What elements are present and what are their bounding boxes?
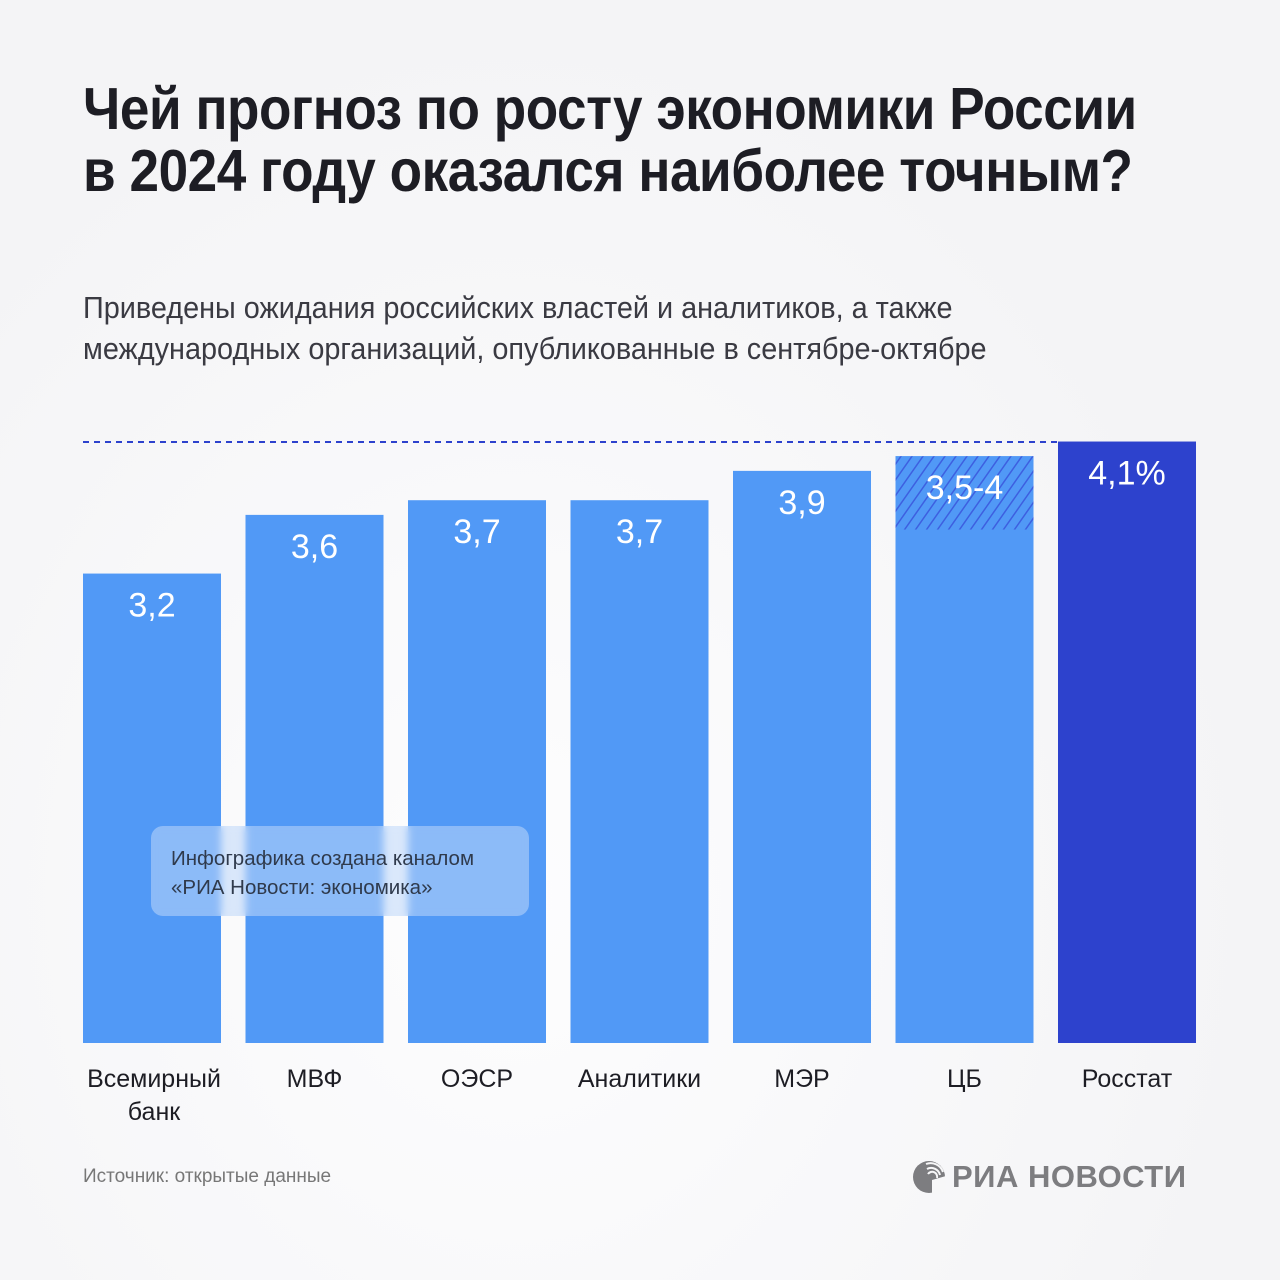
- ria-logo: РИА НОВОСТИ: [912, 1158, 1187, 1196]
- category-label: МВФ: [287, 1065, 343, 1093]
- subtitle: Приведены ожидания российских властей и …: [83, 287, 1246, 369]
- bar-value-label: 3,2: [128, 587, 175, 625]
- note-line: Инфографика создана каналом: [171, 847, 475, 870]
- bar: [733, 470, 871, 1043]
- bar-value-label: 3,9: [778, 484, 825, 522]
- bar: [1058, 441, 1196, 1043]
- bar: [408, 500, 546, 1044]
- bar: [895, 456, 1034, 1043]
- category-label: МЭР: [774, 1065, 829, 1093]
- category-label: Аналитики: [578, 1065, 701, 1093]
- category-label: ОЭСР: [441, 1065, 513, 1093]
- bar: [245, 514, 384, 1043]
- source-text: Источник: открытые данные: [83, 1166, 332, 1187]
- category-label: Росстат: [1082, 1065, 1173, 1093]
- bar-value-label: 3,6: [291, 528, 338, 566]
- bar-value-label: 3,5-4: [926, 469, 1004, 507]
- bar-range-hatch: [895, 456, 1034, 530]
- bar: [570, 500, 709, 1044]
- subtitle-line: международных организаций, опубликованны…: [83, 331, 987, 366]
- category-label: банк: [128, 1098, 181, 1126]
- note-line: «РИА Новости: экономика»: [171, 876, 433, 899]
- bar-value-label: 3,7: [453, 513, 500, 551]
- subtitle-line: Приведены ожидания российских властей и …: [83, 290, 953, 325]
- channel-note: Инфографика создана каналом «РИА Новости…: [151, 826, 529, 916]
- bar: [83, 573, 221, 1043]
- ria-globe-icon: [913, 1161, 946, 1194]
- bar-value-label: 4,1%: [1088, 455, 1166, 493]
- page-title: Чей прогноз по росту экономики России в …: [83, 76, 1137, 204]
- bar-value-label: 3,7: [616, 513, 663, 551]
- logo-text: РИА НОВОСТИ: [952, 1159, 1187, 1194]
- category-label: Всемирный: [87, 1065, 221, 1093]
- category-label: ЦБ: [947, 1065, 982, 1093]
